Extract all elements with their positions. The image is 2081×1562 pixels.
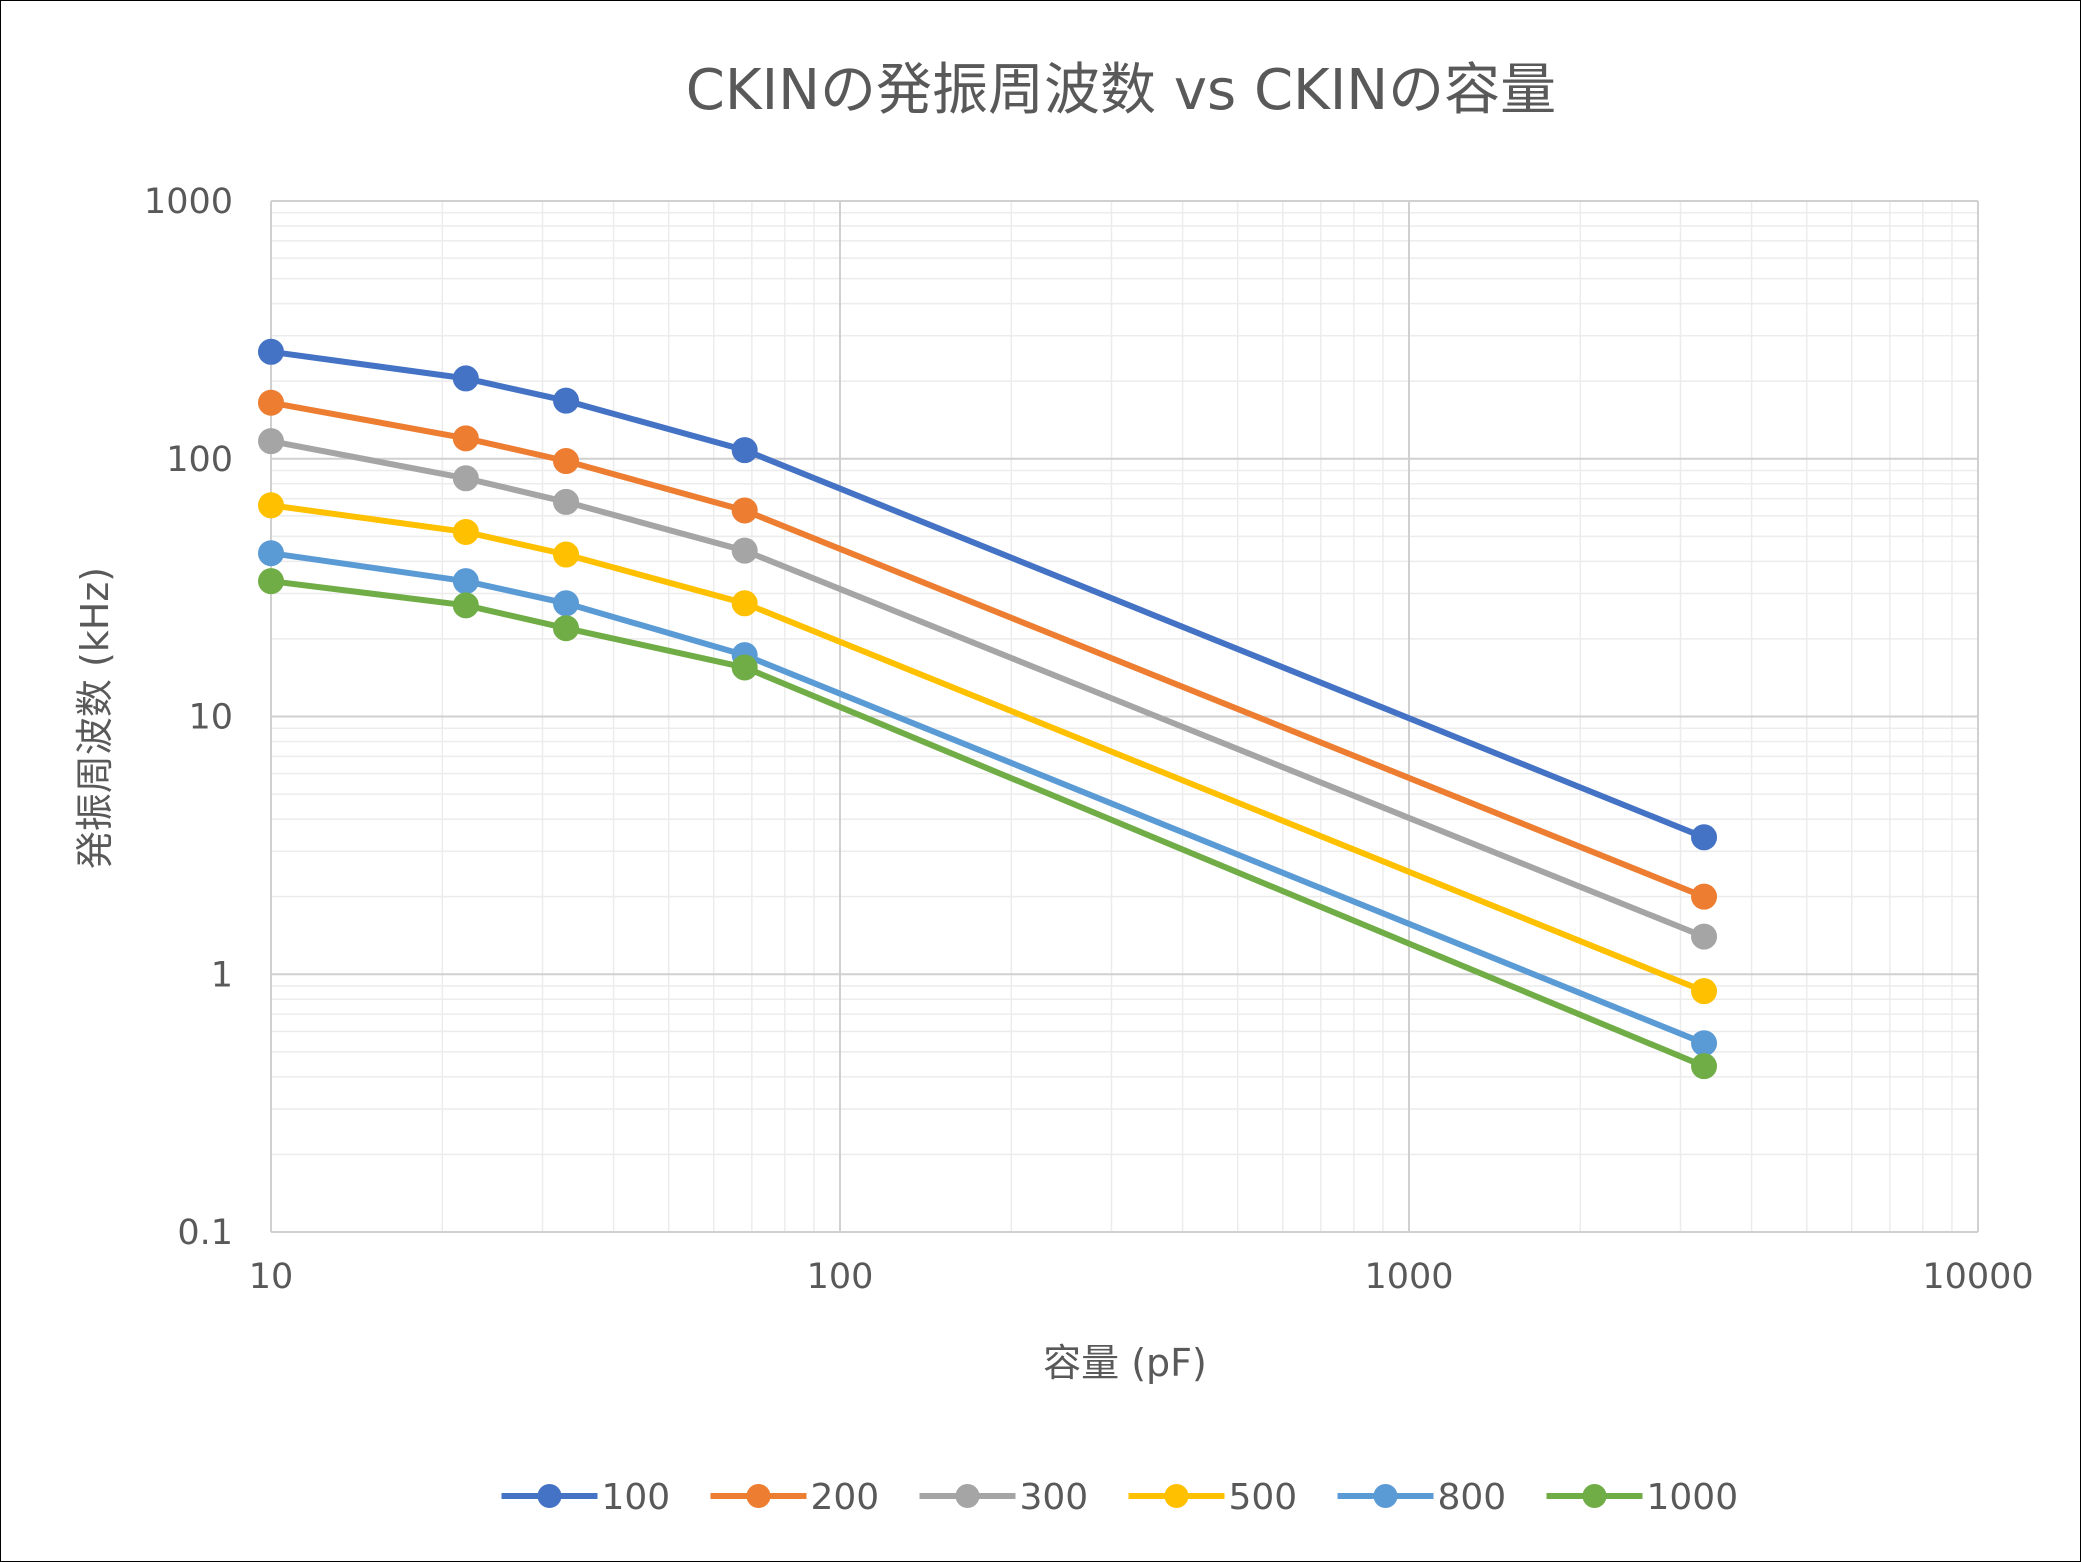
legend: 100 200 300 500 800 1000	[501, 1477, 1739, 1518]
data-point	[731, 437, 758, 464]
data-point	[553, 615, 580, 642]
data-point	[258, 492, 284, 519]
legend-label: 200	[811, 1477, 880, 1518]
x-axis-tick-labels: 10 100 1000 10000	[249, 1257, 2034, 1297]
data-point	[258, 568, 284, 595]
data-point	[258, 338, 284, 365]
y-tick-label: 100	[166, 440, 233, 480]
legend-label: 300	[1020, 1477, 1089, 1518]
series-line-800	[268, 550, 1707, 1047]
data-point	[1691, 883, 1718, 910]
data-point	[553, 387, 580, 414]
x-tick-label: 10	[249, 1257, 294, 1297]
legend-marker	[1582, 1484, 1607, 1508]
data-point	[258, 540, 284, 567]
x-axis-title: 容量 (pF)	[1043, 1341, 1207, 1385]
series-800	[258, 540, 1718, 1057]
data-point	[452, 518, 479, 545]
x-tick-label: 10000	[1922, 1257, 2033, 1297]
series-line-100	[268, 348, 1707, 841]
data-point	[731, 654, 758, 681]
data-point	[258, 389, 284, 416]
data-point	[452, 592, 479, 619]
data-point	[731, 537, 758, 564]
legend-marker	[746, 1484, 771, 1508]
data-point	[553, 488, 580, 515]
legend-item-500: 500	[1128, 1477, 1298, 1518]
data-point	[553, 590, 580, 617]
y-axis-title: 発振周波数 (kHz)	[73, 567, 117, 869]
x-tick-label: 100	[807, 1257, 874, 1297]
data-point	[1691, 824, 1718, 851]
data-point	[731, 590, 758, 617]
chart-title: CKINの発振周波数 vs CKINの容量	[686, 58, 1556, 123]
legend-label: 500	[1229, 1477, 1298, 1518]
data-point	[452, 425, 479, 452]
legend-marker	[955, 1484, 980, 1508]
legend-label: 100	[602, 1477, 671, 1518]
series-line-1000	[268, 578, 1707, 1070]
data-point	[452, 365, 479, 392]
legend-item-100: 100	[501, 1477, 671, 1518]
y-tick-label: 10	[188, 698, 233, 738]
data-point	[452, 465, 479, 492]
series-layer	[258, 338, 1718, 1080]
y-tick-label: 1000	[144, 182, 233, 222]
data-point	[1691, 978, 1718, 1005]
y-tick-label: 1	[211, 955, 233, 995]
series-100	[258, 338, 1718, 851]
y-tick-label: 0.1	[177, 1213, 233, 1253]
data-point	[731, 497, 758, 524]
legend-item-1000: 1000	[1546, 1477, 1739, 1518]
data-point	[553, 541, 580, 568]
legend-item-200: 200	[710, 1477, 880, 1518]
series-500	[258, 492, 1718, 1005]
x-tick-label: 1000	[1364, 1257, 1453, 1297]
series-200	[258, 389, 1718, 910]
data-point	[1691, 1053, 1718, 1080]
legend-marker	[1164, 1484, 1189, 1508]
legend-item-800: 800	[1337, 1477, 1507, 1518]
legend-item-300: 300	[919, 1477, 1089, 1518]
legend-marker	[1373, 1484, 1398, 1508]
data-point	[1691, 1030, 1718, 1057]
series-1000	[258, 568, 1718, 1080]
y-axis-tick-labels: 0.1 1 10 100 1000	[144, 182, 233, 1253]
data-point	[452, 568, 479, 595]
legend-marker	[537, 1484, 562, 1508]
series-300	[258, 428, 1718, 950]
data-point	[1691, 923, 1718, 950]
data-point	[258, 428, 284, 455]
data-point	[553, 448, 580, 475]
legend-label: 1000	[1647, 1477, 1739, 1518]
legend-label: 800	[1438, 1477, 1507, 1518]
